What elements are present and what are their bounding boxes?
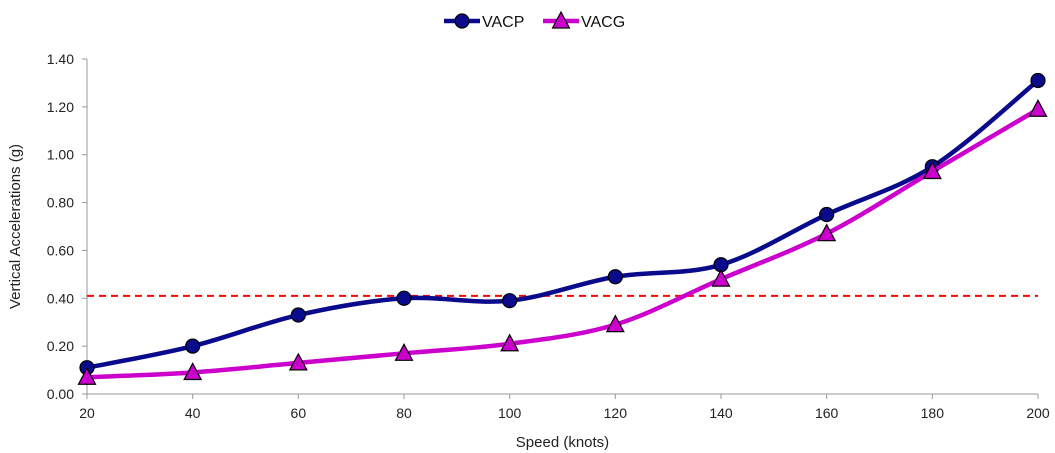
legend-label-vacp: VACP <box>482 14 524 31</box>
x-tick-label: 40 <box>185 405 201 421</box>
x-tick-label: 140 <box>709 405 733 421</box>
vacp-point <box>396 290 412 306</box>
vacp-point <box>607 269 623 285</box>
x-tick-label: 180 <box>921 405 945 421</box>
x-axis-title: Speed (knots) <box>516 434 609 451</box>
y-tick-label: 0.80 <box>47 195 74 211</box>
legend: VACP VACG <box>444 10 625 31</box>
y-tick-label: 1.20 <box>47 99 74 115</box>
vacp-point <box>290 307 306 323</box>
series-vacg <box>77 98 1048 385</box>
vacg-line <box>84 107 1041 380</box>
x-tick-label: 100 <box>498 405 522 421</box>
x-tick-label: 60 <box>291 405 307 421</box>
x-tick-label: 120 <box>604 405 628 421</box>
y-tick-label: 1.40 <box>47 51 74 67</box>
vacg-point <box>500 333 520 352</box>
vacp-point <box>819 206 835 223</box>
vacp-point <box>502 293 518 309</box>
vacp-point <box>1030 72 1046 89</box>
legend-item-vacg: VACG <box>543 10 625 31</box>
x-tick-label: 80 <box>396 405 412 421</box>
y-tick-label: 0.40 <box>47 290 74 306</box>
series-layer <box>77 72 1048 385</box>
legend-marker-vacp <box>454 13 470 29</box>
vacg-point <box>288 352 308 371</box>
y-tick-label: 1.00 <box>47 147 74 163</box>
x-tick-label: 20 <box>79 405 95 421</box>
vacp-point <box>185 338 201 354</box>
y-tick-label: 0.20 <box>47 338 74 354</box>
vacg-point <box>711 268 731 287</box>
y-axis-title: Vertical Accelerations (g) <box>7 144 24 309</box>
vacg-point <box>183 362 203 381</box>
y-tick-label: 0.00 <box>47 386 74 402</box>
y-tick-label: 0.60 <box>47 242 74 258</box>
vacg-point <box>1028 98 1048 117</box>
x-tick-label: 200 <box>1026 405 1050 421</box>
vacg-point <box>394 343 414 361</box>
legend-label-vacg: VACG <box>581 14 625 31</box>
vacg-point <box>922 161 942 180</box>
vacg-point <box>817 223 837 242</box>
axes: 0.00 0.20 0.40 0.60 0.80 1.00 1.20 1.40 20 40 60 80… <box>47 51 1050 421</box>
legend-marker-vacg <box>551 10 571 29</box>
x-tick-label: 160 <box>815 405 839 421</box>
vacp-line <box>84 78 1041 370</box>
vacg-point <box>77 366 97 385</box>
legend-item-vacp: VACP <box>444 13 524 31</box>
series-vacp <box>79 72 1046 376</box>
vacg-point <box>605 314 625 333</box>
